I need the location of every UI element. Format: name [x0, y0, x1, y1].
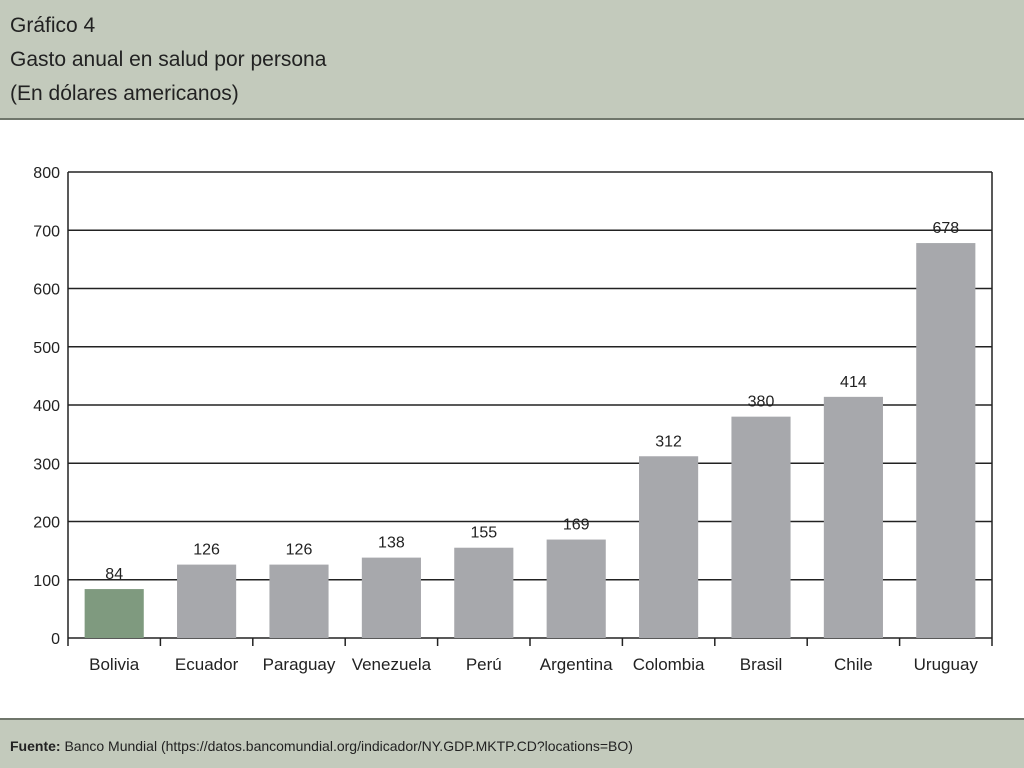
x-tick-label: Argentina — [540, 655, 613, 674]
bar — [361, 557, 421, 638]
data-label: 414 — [840, 374, 867, 391]
source-text: Banco Mundial (https://datos.bancomundia… — [64, 738, 633, 754]
y-tick-label: 200 — [33, 515, 60, 532]
bar — [177, 564, 237, 638]
x-tick-label: Ecuador — [175, 655, 239, 674]
data-label: 126 — [286, 542, 313, 559]
x-tick-label: Uruguay — [914, 655, 979, 674]
x-tick-label: Perú — [466, 655, 502, 674]
bar — [731, 416, 791, 638]
data-label: 84 — [105, 566, 123, 583]
bar — [823, 396, 883, 638]
y-tick-label: 300 — [33, 456, 60, 473]
y-tick-label: 800 — [33, 165, 60, 182]
x-tick-label: Paraguay — [263, 655, 336, 674]
data-label: 138 — [378, 535, 405, 552]
bar — [639, 456, 699, 638]
bar — [84, 589, 144, 638]
x-tick-label: Venezuela — [352, 655, 432, 674]
bar — [916, 243, 976, 638]
source-note: Fuente: Banco Mundial (https://datos.ban… — [10, 738, 633, 754]
y-tick-label: 100 — [33, 573, 60, 590]
figure-label: Gráfico 4 — [10, 14, 96, 37]
data-label: 169 — [563, 517, 590, 534]
y-tick-label: 0 — [51, 631, 60, 648]
chart-header: Gráfico 4 Gasto anual en salud por perso… — [0, 0, 1024, 120]
data-label: 380 — [748, 394, 775, 411]
bar — [269, 564, 329, 638]
x-tick-label: Colombia — [633, 655, 705, 674]
y-tick-label: 500 — [33, 340, 60, 357]
x-tick-label: Brasil — [740, 655, 783, 674]
y-tick-label: 700 — [33, 223, 60, 240]
y-tick-label: 400 — [33, 398, 60, 415]
data-label: 678 — [932, 220, 959, 237]
bar — [546, 539, 606, 638]
data-label: 126 — [193, 542, 220, 559]
bar-chart: 0 100 200 300 400 500 600 700 800 84 Bolivia 126 Ecu… — [33, 165, 993, 674]
chart-panel: 0 100 200 300 400 500 600 700 800 84 Bolivia 126 Ecu… — [0, 120, 1024, 718]
source-label: Fuente: — [10, 738, 61, 754]
data-label: 155 — [470, 525, 497, 542]
bar — [454, 547, 514, 638]
data-label: 312 — [655, 433, 682, 450]
chart-title: Gasto anual en salud por persona — [10, 48, 327, 71]
y-tick-label: 600 — [33, 282, 60, 299]
x-tick-label: Bolivia — [89, 655, 140, 674]
chart-subtitle: (En dólares americanos) — [10, 82, 239, 105]
x-tick-label: Chile — [834, 655, 873, 674]
chart-footer: Fuente: Banco Mundial (https://datos.ban… — [0, 718, 1024, 768]
